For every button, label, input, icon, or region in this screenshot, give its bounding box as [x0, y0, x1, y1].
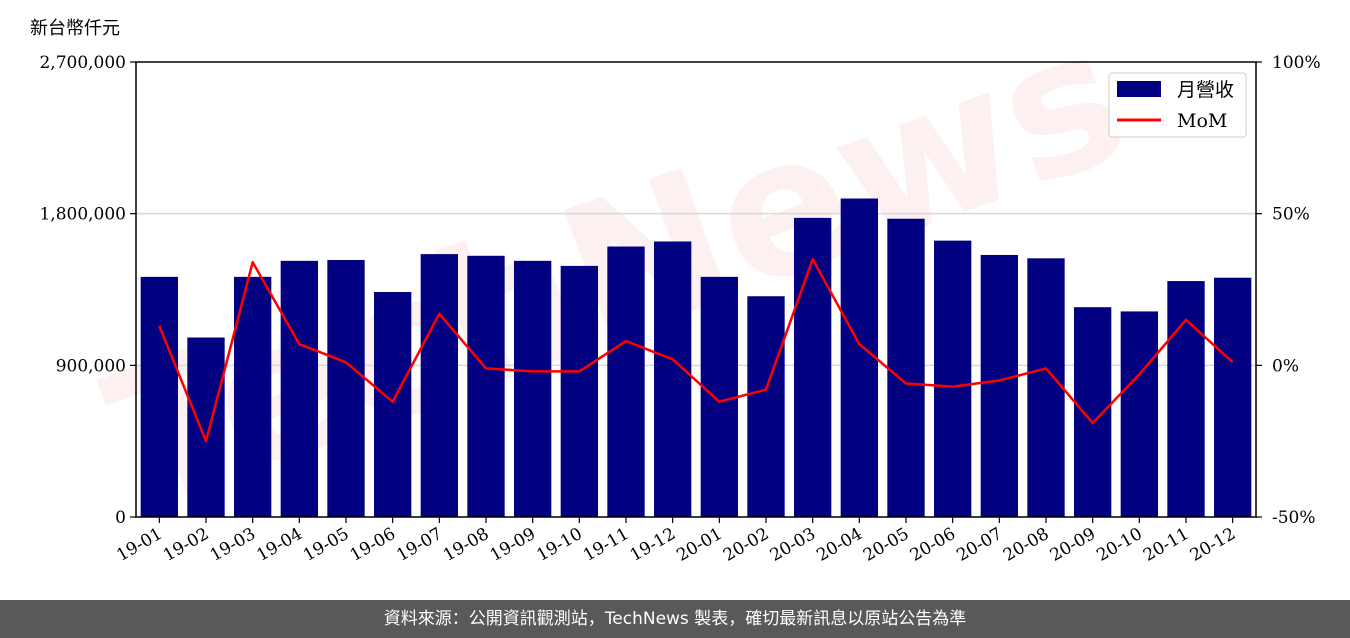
right-tick-label: 100%	[1272, 53, 1321, 73]
x-tick-label: 20-11	[1140, 524, 1192, 566]
bar-20-08	[1027, 258, 1065, 517]
bar-20-01	[700, 276, 738, 517]
bar-20-02	[747, 296, 785, 517]
legend: 月營收 MoM	[1108, 72, 1247, 138]
bar-19-02	[187, 337, 225, 517]
mom-line-series	[158, 257, 1234, 443]
x-tick-label: 19-06	[347, 524, 399, 566]
bar-20-09	[1074, 307, 1112, 517]
bar-20-06	[934, 240, 972, 517]
legend-swatch-bar	[1117, 81, 1161, 97]
right-tick-label: 0%	[1272, 356, 1299, 376]
x-tick-label: 20-06	[907, 524, 959, 566]
bar-19-10	[560, 265, 598, 517]
x-tick-label: 19-09	[487, 524, 539, 566]
x-tick-label: 19-05	[300, 524, 352, 566]
x-tick-label: 20-08	[1000, 524, 1052, 566]
bar-20-04	[840, 198, 878, 517]
legend-label-revenue: 月營收	[1177, 79, 1234, 101]
bar-19-12	[654, 241, 692, 517]
mom-line	[158, 257, 1234, 443]
x-tick-label: 20-05	[860, 524, 912, 566]
x-tick-label: 19-12	[627, 524, 679, 566]
legend-label-mom: MoM	[1177, 110, 1227, 132]
x-tick-label: 19-07	[393, 524, 445, 566]
x-tick-label: 19-10	[533, 524, 585, 566]
plot-frame	[135, 61, 1257, 518]
bar-19-09	[514, 260, 552, 517]
bar-20-10	[1120, 311, 1158, 517]
bar-20-11	[1167, 281, 1205, 517]
bar-20-07	[980, 254, 1018, 517]
x-tick-label: 19-01	[113, 524, 165, 566]
x-tick-label: 20-09	[1047, 524, 1099, 566]
bar-19-08	[467, 255, 505, 517]
grid-lines	[136, 212, 1256, 367]
bar-19-01	[140, 276, 178, 517]
x-tick-label: 20-10	[1093, 524, 1145, 566]
x-tick-label: 20-01	[673, 524, 725, 566]
x-tick-label: 20-12	[1187, 524, 1239, 566]
x-tick-label: 20-04	[813, 524, 865, 566]
right-tick-label: 50%	[1272, 205, 1310, 225]
bar-20-12	[1214, 277, 1252, 517]
x-tick-label: 19-11	[580, 524, 632, 566]
x-tick-label: 20-07	[953, 524, 1005, 566]
bar-19-03	[234, 276, 272, 517]
source-footer: 資料來源：公開資訊觀測站，TechNews 製表，確切最新訊息以原站公告為準	[0, 600, 1350, 638]
bar-19-04	[280, 260, 318, 517]
x-tick-label: 20-03	[767, 524, 819, 566]
left-tick-label: 1,800,000	[39, 205, 126, 225]
bar-19-06	[374, 292, 412, 517]
revenue-chart: TechNews 0900,0001,800,0002,700,000-50%0…	[39, 0, 1321, 566]
x-tick-label: 19-04	[253, 524, 305, 566]
right-tick-label: -50%	[1272, 508, 1316, 528]
y-axis-unit-label: 新台幣仟元	[30, 18, 120, 39]
bar-19-11	[607, 246, 645, 517]
left-tick-label: 900,000	[56, 356, 126, 376]
x-tick-label: 20-02	[720, 524, 772, 566]
bar-series	[140, 198, 1252, 517]
bar-20-03	[794, 217, 832, 517]
bar-19-05	[327, 260, 365, 517]
x-tick-label: 19-08	[440, 524, 492, 566]
left-tick-label: 0	[115, 508, 126, 528]
bar-20-05	[887, 218, 925, 517]
bar-19-07	[420, 254, 458, 517]
left-tick-label: 2,700,000	[39, 53, 126, 73]
